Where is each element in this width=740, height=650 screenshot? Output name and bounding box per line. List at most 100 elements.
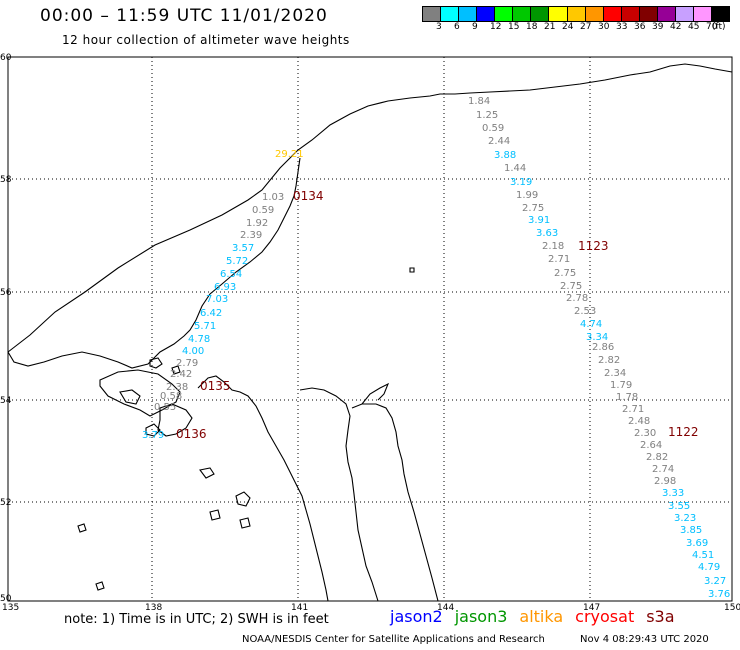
wave-height-value: 2.44 [488, 136, 510, 147]
satellite-legend-jason3: jason3 [454, 607, 508, 626]
colorbar-tick-labels: 3 6 9 12 15 18 21 24 27 30 33 36 39 42 45 70 (ft) [422, 22, 740, 34]
wave-height-value: 3.27 [704, 576, 726, 587]
colorbar-swatch [621, 7, 640, 21]
wave-height-value: 2.79 [176, 358, 198, 369]
satellite-legend: jason2 jason3 altika cryosat s3a [390, 607, 687, 626]
map-frame [7, 56, 733, 602]
lat-lon-grid [8, 57, 732, 601]
colorbar-swatch [567, 7, 586, 21]
colorbar-tick: 15 [508, 22, 520, 32]
wave-height-value: 2.86 [592, 342, 614, 353]
pass-label: 1123 [578, 239, 609, 253]
satellite-legend-cryosat: cryosat [575, 607, 635, 626]
colorbar-swatch [495, 7, 514, 21]
wave-height-value: 2.42 [170, 369, 192, 380]
wave-height-value: 5.72 [226, 256, 248, 267]
pass-labels: 0134 0135 0136 1123 1122 [176, 189, 699, 441]
wave-height-value: 2.39 [240, 230, 262, 241]
colorbar-tick: (ft) [712, 22, 726, 32]
longitude-tick: 147 [583, 603, 600, 613]
pass-label: 0134 [293, 189, 324, 203]
wave-height-colorbar [422, 6, 730, 22]
colorbar-tick: 30 [598, 22, 610, 32]
colorbar-tick: 33 [616, 22, 628, 32]
wave-height-value: 2.75 [560, 281, 582, 292]
wave-height-value: 2.74 [652, 464, 674, 475]
wave-height-value: 4.78 [188, 334, 210, 345]
colorbar-swatch [712, 7, 730, 21]
wave-height-value: 4.74 [580, 319, 602, 330]
colorbar-swatch [603, 7, 622, 21]
wave-height-value: 2.53 [574, 306, 596, 317]
wave-height-value: 1.99 [516, 190, 538, 201]
latitude-tick: 56 [0, 288, 12, 298]
colorbar-tick: 18 [526, 22, 538, 32]
pass-label: 1122 [668, 425, 699, 439]
wave-height-value: 2.82 [646, 452, 668, 463]
colorbar-tick: 39 [652, 22, 664, 32]
colorbar-tick: 9 [472, 22, 478, 32]
longitude-tick: 138 [145, 603, 162, 613]
colorbar-tick: 36 [634, 22, 646, 32]
wave-height-value: 0.58 [160, 391, 182, 402]
wave-height-value: 3.85 [680, 525, 702, 536]
satellite-legend-s3a: s3a [646, 607, 675, 626]
wave-height-value: 1.79 [610, 380, 632, 391]
wave-height-value: 1.84 [468, 96, 490, 107]
colorbar-swatch [477, 7, 496, 21]
latitude-tick: 54 [0, 396, 12, 406]
colorbar-swatch [675, 7, 694, 21]
colorbar-tick: 6 [454, 22, 460, 32]
wave-height-value: 2.30 [634, 428, 656, 439]
axis-tick-labels: 135 138 141 144 147 150 60 58 56 54 52 50 [0, 53, 740, 613]
colorbar-tick: 70 [706, 22, 718, 32]
wave-height-value: 3.34 [586, 332, 608, 343]
colorbar-swatch [549, 7, 568, 21]
longitude-tick: 141 [291, 603, 308, 613]
latitude-tick: 58 [0, 175, 12, 185]
wave-height-value: 2.78 [566, 293, 588, 304]
pass-label: 0135 [200, 379, 231, 393]
wave-height-value: 1.44 [504, 163, 526, 174]
wave-height-value: 2.48 [628, 416, 650, 427]
wave-height-value: 0.55 [154, 402, 176, 413]
longitude-tick: 144 [437, 603, 454, 613]
wave-height-value: 3.76 [708, 589, 730, 600]
credit-line: NOAA/NESDIS Center for Satellite Applica… [242, 634, 545, 645]
wave-height-value: 1.92 [246, 218, 268, 229]
wave-height-value: 6.93 [214, 282, 236, 293]
wave-height-value: 2.71 [622, 404, 644, 415]
satellite-legend-jason2: jason2 [390, 607, 443, 626]
colorbar-tick: 12 [490, 22, 502, 32]
wave-height-value: 7.03 [206, 294, 228, 305]
colorbar-swatch [441, 7, 460, 21]
wave-height-value: 3.55 [668, 501, 690, 512]
generated-timestamp: Nov 4 08:29:43 UTC 2020 [580, 634, 709, 645]
wave-height-value: 6.54 [220, 269, 242, 280]
wave-height-value: 3.88 [494, 150, 516, 161]
wave-height-value: 2.98 [654, 476, 676, 487]
longitude-tick: 150 [724, 603, 740, 613]
wave-height-value: 3.57 [232, 243, 254, 254]
coastline [7, 63, 733, 602]
wave-height-value: 2.64 [640, 440, 662, 451]
longitude-tick: 135 [2, 603, 19, 613]
latitude-tick: 50 [0, 594, 12, 604]
latitude-tick: 60 [0, 53, 12, 63]
wave-height-value: 3.69 [686, 538, 708, 549]
wave-height-value: 3.33 [662, 488, 684, 499]
wave-height-value: 4.51 [692, 550, 714, 561]
colorbar-tick: 45 [688, 22, 700, 32]
satellite-legend-altika: altika [519, 607, 564, 626]
wave-height-observations: 29.21 1.03 0.59 1.922.39 3.57 5.72 6.54 6.937.0… [142, 96, 730, 600]
colorbar-tick: 24 [562, 22, 574, 32]
wave-height-value: 3.79 [142, 430, 164, 441]
wave-height-value: 2.34 [604, 368, 626, 379]
wave-height-value: 4.79 [698, 562, 720, 573]
colorbar-tick: 42 [670, 22, 682, 32]
pass-label: 0136 [176, 427, 207, 441]
wave-height-value: 1.78 [616, 392, 638, 403]
wave-height-value: 3.19 [510, 177, 532, 188]
colorbar-swatch [585, 7, 604, 21]
wave-height-value: 1.03 [262, 192, 284, 203]
